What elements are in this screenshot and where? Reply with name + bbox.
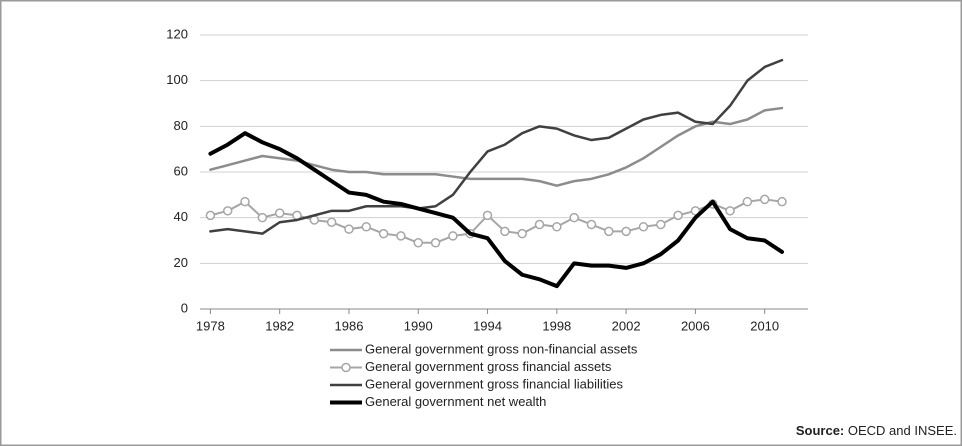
y-tick-label: 0 [181, 300, 188, 315]
legend-label: General government gross financial liabi… [365, 376, 623, 391]
data-point [413, 238, 424, 248]
legend-label: General government net wealth [365, 394, 546, 409]
data-point [604, 226, 614, 237]
data-point [759, 194, 770, 205]
data-point [257, 212, 268, 223]
data-point [638, 222, 649, 232]
data-point [690, 206, 701, 216]
data-point [517, 228, 527, 239]
x-tick-label: 1990 [404, 318, 433, 333]
legend-label: General government gross non-financial a… [365, 341, 638, 356]
y-tick-label: 40 [174, 209, 188, 224]
x-tick-label: 2002 [612, 318, 641, 333]
x-tick-label: 2010 [750, 318, 779, 333]
x-tick-label: 1986 [335, 318, 364, 333]
data-point [448, 231, 458, 241]
data-point [552, 222, 562, 232]
data-point [673, 210, 683, 221]
data-point [569, 212, 579, 223]
x-tick-label: 1998 [542, 318, 571, 333]
data-point [482, 210, 493, 221]
legend-label: General government gross financial asset… [365, 359, 612, 374]
data-point [725, 206, 735, 216]
y-tick-label: 100 [166, 72, 188, 87]
y-tick-label: 60 [174, 163, 188, 178]
x-tick-label: 1982 [265, 318, 294, 333]
data-point [656, 219, 666, 230]
series-line [208, 131, 785, 289]
data-point [396, 231, 406, 241]
data-point [777, 196, 787, 207]
data-point [326, 217, 337, 227]
data-point [240, 196, 250, 207]
y-tick-label: 80 [174, 118, 188, 133]
legend-marker [341, 362, 351, 373]
data-point [361, 222, 372, 232]
source-note: Source: OECD and INSEE. [796, 423, 957, 438]
data-point [274, 208, 285, 218]
data-point [430, 238, 441, 248]
source-label: Source: [796, 423, 844, 438]
data-point [500, 226, 510, 237]
source-text: OECD and INSEE. [848, 423, 957, 438]
data-point [344, 224, 354, 234]
y-tick-label: 20 [174, 255, 188, 270]
x-tick-label: 2006 [681, 318, 710, 333]
data-point [205, 210, 216, 221]
y-tick-label: 120 [166, 26, 188, 41]
x-tick-label: 1978 [196, 318, 225, 333]
data-point [534, 219, 545, 230]
data-point [378, 228, 389, 239]
data-point [742, 196, 753, 207]
series-line [209, 58, 784, 235]
data-point [586, 219, 597, 230]
data-point [222, 206, 233, 216]
data-point [621, 226, 631, 237]
x-tick-label: 1994 [473, 318, 502, 333]
